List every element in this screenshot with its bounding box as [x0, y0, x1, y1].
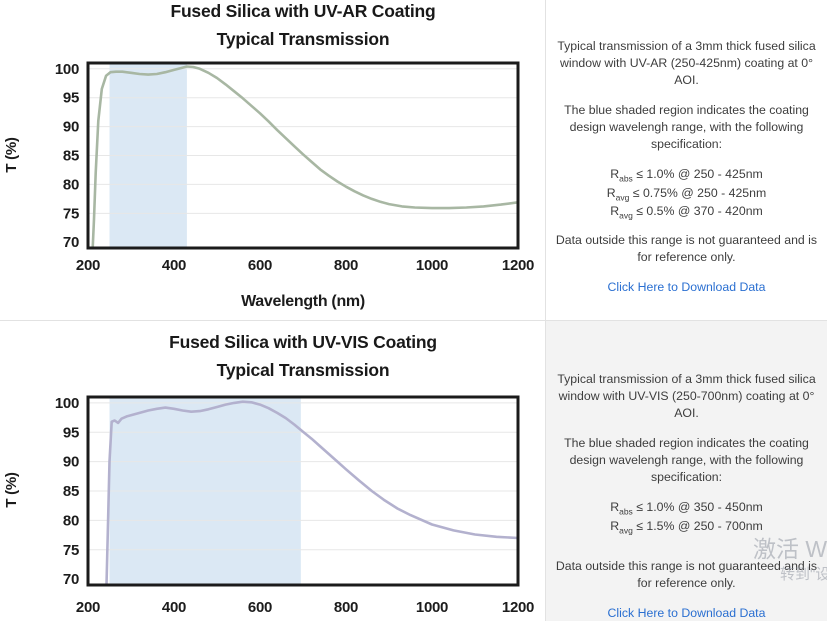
uvvis-chart-panel: Fused Silica with UV-VIS Coating Typical… — [0, 321, 546, 621]
spec-symbol: R — [610, 204, 620, 219]
spec-list: Rabs ≤ 1.0% @ 250 - 425nm Ravg ≤ 0.75% @… — [552, 166, 821, 222]
uvar-transmission-chart: 70 75 80 85 90 95 100 200 400 600 800 1000 1200 T (%)… — [3, 61, 534, 310]
spec-value: ≤ 1.0% @ 350 - 450nm — [632, 499, 763, 514]
x-tick-label: 1000 — [416, 599, 448, 616]
spec-line: Ravg ≤ 0.5% @ 370 - 420nm — [552, 203, 821, 222]
x-tick-label: 1200 — [502, 257, 534, 274]
disclaimer-text: Data outside this range is not guarantee… — [555, 559, 818, 591]
spec-subscript: avg — [619, 525, 633, 536]
download-data-link[interactable]: Click Here to Download Data — [607, 606, 766, 621]
x-tick-label: 200 — [76, 257, 100, 274]
y-tick-label: 80 — [63, 512, 79, 529]
y-tick-label: 90 — [63, 119, 79, 136]
x-tick-label: 600 — [248, 599, 272, 616]
disclaimer-text: Data outside this range is not guarantee… — [555, 233, 818, 265]
x-tick-label: 400 — [162, 599, 186, 616]
uvvis-info-panel: Typical transmission of a 3mm thick fuse… — [546, 321, 827, 621]
uvvis-transmission-chart: 70 75 80 85 90 95 100 200 400 600 800 1000 1200 T (%) — [3, 395, 534, 616]
spec-value: ≤ 0.5% @ 370 - 420nm — [632, 204, 763, 219]
y-tick-label: 75 — [63, 542, 79, 559]
spec-symbol: R — [610, 499, 620, 514]
y-tick-label: 100 — [55, 395, 79, 412]
chart-title: Fused Silica with UV-VIS Coating — [169, 332, 437, 352]
y-axis-label: T (%) — [3, 137, 20, 172]
x-axis-label: Wavelength (nm) — [241, 293, 365, 310]
spec-symbol: R — [610, 166, 620, 181]
x-tick-label: 800 — [334, 257, 358, 274]
y-tick-label: 95 — [63, 424, 79, 441]
x-tick-label: 1200 — [502, 599, 534, 616]
y-tick-label: 100 — [55, 61, 79, 78]
y-tick-label: 90 — [63, 454, 79, 471]
uvar-info-panel: Typical transmission of a 3mm thick fuse… — [546, 0, 827, 321]
y-tick-label: 85 — [63, 148, 79, 165]
spec-symbol: R — [610, 518, 620, 533]
y-tick-label: 70 — [63, 571, 79, 588]
y-tick-label: 80 — [63, 176, 79, 193]
spec-value: ≤ 1.5% @ 250 - 700nm — [632, 518, 763, 533]
spec-list: Rabs ≤ 1.0% @ 350 - 450nm Ravg ≤ 1.5% @ … — [552, 499, 821, 537]
y-tick-label: 95 — [63, 90, 79, 107]
chart-title: Fused Silica with UV-AR Coating — [170, 1, 436, 21]
chart-subtitle: Typical Transmission — [216, 360, 390, 380]
plot-frame — [86, 395, 520, 587]
download-data-link[interactable]: Click Here to Download Data — [607, 280, 766, 295]
spec-line: Ravg ≤ 1.5% @ 250 - 700nm — [552, 518, 821, 537]
spec-line: Rabs ≤ 1.0% @ 250 - 425nm — [552, 166, 821, 185]
x-tick-label: 1000 — [416, 257, 448, 274]
x-tick-label: 400 — [162, 257, 186, 274]
description-text: Typical transmission of a 3mm thick fuse… — [557, 39, 816, 87]
spec-value: ≤ 1.0% @ 250 - 425nm — [632, 166, 763, 181]
y-tick-label: 75 — [63, 205, 79, 222]
description-text: Typical transmission of a 3mm thick fuse… — [557, 372, 816, 420]
plot-frame — [86, 61, 520, 250]
spec-subscript: abs — [619, 173, 633, 184]
spec-symbol: R — [606, 185, 616, 200]
spec-subscript: avg — [615, 192, 630, 203]
shaded-region-note: The blue shaded region indicates the coa… — [564, 435, 809, 484]
spec-line: Ravg ≤ 0.75% @ 250 - 425nm — [552, 185, 821, 204]
shaded-region-note: The blue shaded region indicates the coa… — [564, 102, 809, 151]
chart-subtitle: Typical Transmission — [216, 29, 390, 49]
y-tick-label: 85 — [63, 483, 79, 500]
transmission-curve — [105, 400, 518, 585]
spec-line: Rabs ≤ 1.0% @ 350 - 450nm — [552, 499, 821, 518]
uvar-chart-panel: Fused Silica with UV-AR Coating Typical … — [0, 0, 546, 321]
x-tick-label: 200 — [76, 599, 100, 616]
x-tick-label: 600 — [248, 257, 272, 274]
y-axis-label: T (%) — [3, 472, 20, 507]
spec-subscript: abs — [619, 506, 633, 517]
transmission-curve — [91, 65, 518, 248]
y-tick-label: 70 — [63, 234, 79, 251]
spec-value: ≤ 0.75% @ 250 - 425nm — [629, 185, 767, 200]
x-tick-label: 800 — [334, 599, 358, 616]
spec-subscript: avg — [619, 210, 633, 221]
